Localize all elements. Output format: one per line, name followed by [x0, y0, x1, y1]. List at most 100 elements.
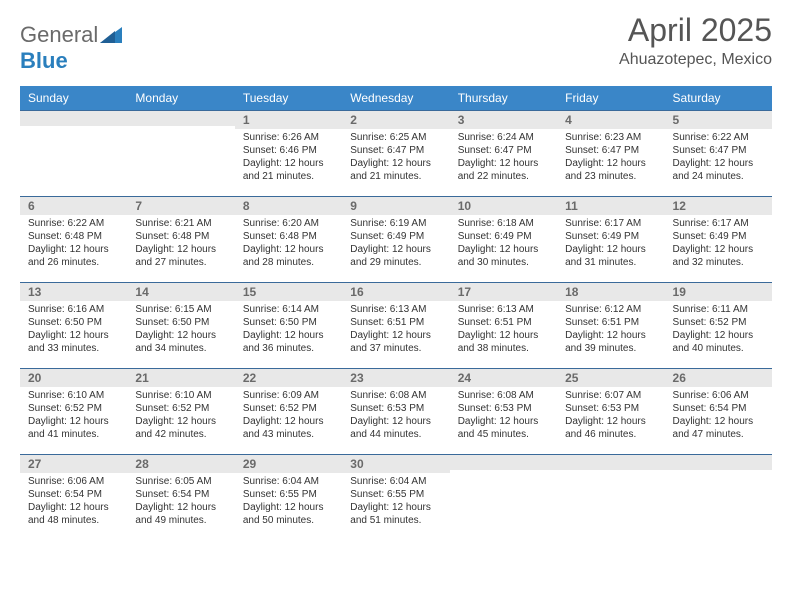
day-number: 24	[450, 369, 557, 387]
day-number: 23	[342, 369, 449, 387]
location-label: Ahuazotepec, Mexico	[619, 51, 772, 69]
calendar-table: Sunday Monday Tuesday Wednesday Thursday…	[20, 86, 772, 540]
calendar-day-cell: 2Sunrise: 6:25 AMSunset: 6:47 PMDaylight…	[342, 110, 449, 196]
calendar-day-cell: 20Sunrise: 6:10 AMSunset: 6:52 PMDayligh…	[20, 368, 127, 454]
calendar-day-cell: 22Sunrise: 6:09 AMSunset: 6:52 PMDayligh…	[235, 368, 342, 454]
day-body: Sunrise: 6:10 AMSunset: 6:52 PMDaylight:…	[20, 387, 127, 454]
weekday-saturday: Saturday	[665, 86, 772, 110]
day-body: Sunrise: 6:23 AMSunset: 6:47 PMDaylight:…	[557, 129, 664, 196]
day-body: Sunrise: 6:26 AMSunset: 6:46 PMDaylight:…	[235, 129, 342, 196]
page-title: April 2025	[619, 12, 772, 49]
day-number: 28	[127, 455, 234, 473]
day-body: Sunrise: 6:25 AMSunset: 6:47 PMDaylight:…	[342, 129, 449, 196]
weekday-header-row: Sunday Monday Tuesday Wednesday Thursday…	[20, 86, 772, 110]
weekday-thursday: Thursday	[450, 86, 557, 110]
day-body: Sunrise: 6:06 AMSunset: 6:54 PMDaylight:…	[20, 473, 127, 540]
calendar-day-cell: 5Sunrise: 6:22 AMSunset: 6:47 PMDaylight…	[665, 110, 772, 196]
calendar-empty-cell	[557, 454, 664, 540]
calendar-day-cell: 14Sunrise: 6:15 AMSunset: 6:50 PMDayligh…	[127, 282, 234, 368]
day-body: Sunrise: 6:13 AMSunset: 6:51 PMDaylight:…	[450, 301, 557, 368]
calendar-day-cell: 8Sunrise: 6:20 AMSunset: 6:48 PMDaylight…	[235, 196, 342, 282]
day-number: 5	[665, 111, 772, 129]
calendar-empty-cell	[20, 110, 127, 196]
day-body: Sunrise: 6:04 AMSunset: 6:55 PMDaylight:…	[342, 473, 449, 540]
calendar-day-cell: 29Sunrise: 6:04 AMSunset: 6:55 PMDayligh…	[235, 454, 342, 540]
day-number: 29	[235, 455, 342, 473]
calendar-day-cell: 21Sunrise: 6:10 AMSunset: 6:52 PMDayligh…	[127, 368, 234, 454]
day-body: Sunrise: 6:06 AMSunset: 6:54 PMDaylight:…	[665, 387, 772, 454]
calendar-day-cell: 19Sunrise: 6:11 AMSunset: 6:52 PMDayligh…	[665, 282, 772, 368]
calendar-row: 20Sunrise: 6:10 AMSunset: 6:52 PMDayligh…	[20, 368, 772, 454]
calendar-day-cell: 27Sunrise: 6:06 AMSunset: 6:54 PMDayligh…	[20, 454, 127, 540]
calendar-day-cell: 26Sunrise: 6:06 AMSunset: 6:54 PMDayligh…	[665, 368, 772, 454]
day-number: 26	[665, 369, 772, 387]
day-number: 19	[665, 283, 772, 301]
day-body: Sunrise: 6:07 AMSunset: 6:53 PMDaylight:…	[557, 387, 664, 454]
day-body: Sunrise: 6:10 AMSunset: 6:52 PMDaylight:…	[127, 387, 234, 454]
calendar-empty-cell	[127, 110, 234, 196]
logo-text-blue: Blue	[20, 48, 68, 73]
calendar-row: 27Sunrise: 6:06 AMSunset: 6:54 PMDayligh…	[20, 454, 772, 540]
day-body: Sunrise: 6:11 AMSunset: 6:52 PMDaylight:…	[665, 301, 772, 368]
day-body: Sunrise: 6:05 AMSunset: 6:54 PMDaylight:…	[127, 473, 234, 540]
day-number: 10	[450, 197, 557, 215]
weekday-wednesday: Wednesday	[342, 86, 449, 110]
day-number: 16	[342, 283, 449, 301]
day-body: Sunrise: 6:19 AMSunset: 6:49 PMDaylight:…	[342, 215, 449, 282]
day-number: 4	[557, 111, 664, 129]
calendar-day-cell: 13Sunrise: 6:16 AMSunset: 6:50 PMDayligh…	[20, 282, 127, 368]
day-number: 8	[235, 197, 342, 215]
day-body: Sunrise: 6:15 AMSunset: 6:50 PMDaylight:…	[127, 301, 234, 368]
day-number: 7	[127, 197, 234, 215]
weekday-friday: Friday	[557, 86, 664, 110]
day-body: Sunrise: 6:24 AMSunset: 6:47 PMDaylight:…	[450, 129, 557, 196]
day-number: 2	[342, 111, 449, 129]
calendar-day-cell: 11Sunrise: 6:17 AMSunset: 6:49 PMDayligh…	[557, 196, 664, 282]
day-body: Sunrise: 6:08 AMSunset: 6:53 PMDaylight:…	[450, 387, 557, 454]
calendar-empty-cell	[450, 454, 557, 540]
calendar-day-cell: 12Sunrise: 6:17 AMSunset: 6:49 PMDayligh…	[665, 196, 772, 282]
day-body: Sunrise: 6:14 AMSunset: 6:50 PMDaylight:…	[235, 301, 342, 368]
day-number: 17	[450, 283, 557, 301]
weekday-sunday: Sunday	[20, 86, 127, 110]
header: GeneralBlue April 2025 Ahuazotepec, Mexi…	[20, 12, 772, 74]
calendar-day-cell: 28Sunrise: 6:05 AMSunset: 6:54 PMDayligh…	[127, 454, 234, 540]
day-number: 22	[235, 369, 342, 387]
weekday-monday: Monday	[127, 86, 234, 110]
day-body: Sunrise: 6:16 AMSunset: 6:50 PMDaylight:…	[20, 301, 127, 368]
day-number: 3	[450, 111, 557, 129]
calendar-day-cell: 18Sunrise: 6:12 AMSunset: 6:51 PMDayligh…	[557, 282, 664, 368]
day-body: Sunrise: 6:22 AMSunset: 6:48 PMDaylight:…	[20, 215, 127, 282]
day-number: 15	[235, 283, 342, 301]
day-body: Sunrise: 6:08 AMSunset: 6:53 PMDaylight:…	[342, 387, 449, 454]
calendar-day-cell: 25Sunrise: 6:07 AMSunset: 6:53 PMDayligh…	[557, 368, 664, 454]
calendar-day-cell: 10Sunrise: 6:18 AMSunset: 6:49 PMDayligh…	[450, 196, 557, 282]
day-number: 14	[127, 283, 234, 301]
day-number: 18	[557, 283, 664, 301]
day-number: 21	[127, 369, 234, 387]
calendar-row: 13Sunrise: 6:16 AMSunset: 6:50 PMDayligh…	[20, 282, 772, 368]
day-body: Sunrise: 6:18 AMSunset: 6:49 PMDaylight:…	[450, 215, 557, 282]
day-body: Sunrise: 6:04 AMSunset: 6:55 PMDaylight:…	[235, 473, 342, 540]
calendar-day-cell: 7Sunrise: 6:21 AMSunset: 6:48 PMDaylight…	[127, 196, 234, 282]
logo: GeneralBlue	[20, 12, 122, 74]
day-body: Sunrise: 6:17 AMSunset: 6:49 PMDaylight:…	[665, 215, 772, 282]
day-body: Sunrise: 6:22 AMSunset: 6:47 PMDaylight:…	[665, 129, 772, 196]
day-number: 13	[20, 283, 127, 301]
calendar-day-cell: 16Sunrise: 6:13 AMSunset: 6:51 PMDayligh…	[342, 282, 449, 368]
day-number: 25	[557, 369, 664, 387]
day-number: 12	[665, 197, 772, 215]
day-number: 6	[20, 197, 127, 215]
day-body: Sunrise: 6:20 AMSunset: 6:48 PMDaylight:…	[235, 215, 342, 282]
logo-text-general: General	[20, 22, 98, 48]
calendar-day-cell: 15Sunrise: 6:14 AMSunset: 6:50 PMDayligh…	[235, 282, 342, 368]
calendar-day-cell: 1Sunrise: 6:26 AMSunset: 6:46 PMDaylight…	[235, 110, 342, 196]
calendar-day-cell: 17Sunrise: 6:13 AMSunset: 6:51 PMDayligh…	[450, 282, 557, 368]
page: GeneralBlue April 2025 Ahuazotepec, Mexi…	[0, 0, 792, 560]
day-body: Sunrise: 6:17 AMSunset: 6:49 PMDaylight:…	[557, 215, 664, 282]
day-body: Sunrise: 6:12 AMSunset: 6:51 PMDaylight:…	[557, 301, 664, 368]
day-body: Sunrise: 6:09 AMSunset: 6:52 PMDaylight:…	[235, 387, 342, 454]
calendar-day-cell: 3Sunrise: 6:24 AMSunset: 6:47 PMDaylight…	[450, 110, 557, 196]
calendar-day-cell: 30Sunrise: 6:04 AMSunset: 6:55 PMDayligh…	[342, 454, 449, 540]
calendar-row: 1Sunrise: 6:26 AMSunset: 6:46 PMDaylight…	[20, 110, 772, 196]
